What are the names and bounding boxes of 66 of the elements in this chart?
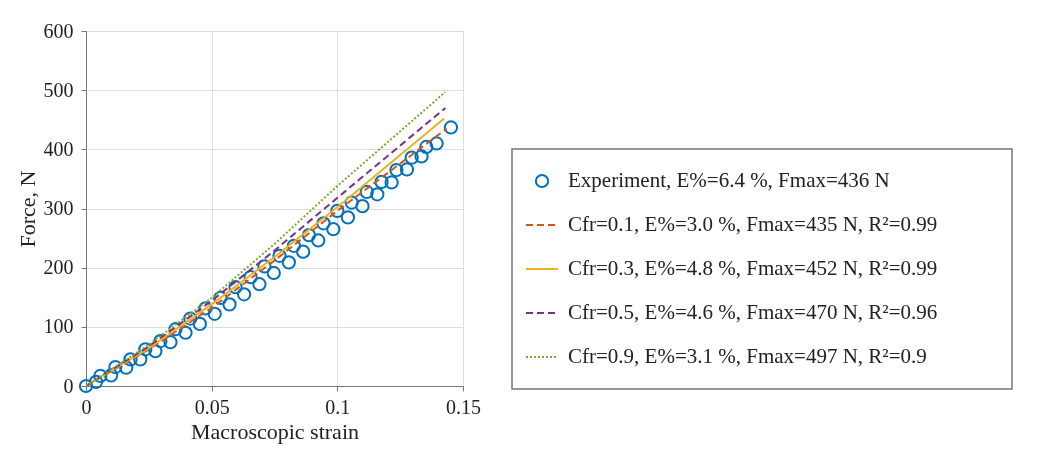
point (399, 162, 415, 177)
y-tick-label: 400 (43, 137, 74, 160)
y-tick-label: 100 (43, 315, 74, 338)
point (163, 335, 178, 350)
y-tick-label: 500 (43, 78, 74, 101)
point (138, 342, 153, 357)
y-tick-label: 600 (43, 19, 74, 42)
legend-label: Cfr=0.3, E%=4.8 %, Fmax=452 N, R²=0.99 (568, 256, 938, 280)
point (257, 259, 272, 274)
point (104, 368, 119, 383)
point (330, 203, 345, 218)
point (344, 195, 359, 210)
point (183, 311, 198, 326)
point (404, 150, 419, 165)
point (355, 199, 370, 214)
y-axis-title: Force, N (14, 170, 40, 248)
point (414, 149, 429, 164)
point (429, 136, 444, 151)
point (272, 248, 287, 263)
point (389, 162, 404, 178)
point (123, 352, 138, 367)
y-tick-label: 300 (43, 197, 74, 219)
point (286, 238, 301, 253)
x-tick-label: 0 (81, 395, 92, 418)
point (192, 316, 207, 331)
point (326, 222, 341, 237)
point (168, 322, 183, 337)
point (198, 301, 213, 316)
legend-label: Cfr=0.5, E%=4.6 %, Fmax=470 N, R²=0.96 (568, 300, 938, 324)
point (119, 360, 134, 375)
x-tick-label: 0.1 (325, 395, 351, 418)
point (296, 244, 311, 259)
point (301, 228, 317, 243)
point (340, 210, 356, 225)
point (359, 184, 374, 200)
point (370, 187, 385, 202)
point (93, 368, 108, 384)
y-tick-label: 200 (43, 256, 74, 279)
point (108, 359, 123, 375)
legend-label: Cfr=0.9, E%=3.1 %, Fmax=497 N, R²=0.9 (568, 344, 927, 368)
point (419, 139, 434, 155)
y-tick-label: 0 (63, 374, 74, 397)
point (252, 277, 267, 292)
point (222, 297, 237, 312)
legend-label: Experiment, E%=6.4 %, Fmax=436 N (568, 168, 890, 192)
point (266, 265, 281, 281)
point (207, 306, 222, 321)
point (243, 270, 258, 285)
point (311, 233, 326, 248)
point (374, 174, 389, 189)
point (316, 216, 331, 231)
point (153, 333, 168, 349)
point (384, 175, 399, 190)
x-tick-label: 0.15 (446, 395, 481, 418)
point (228, 280, 243, 295)
x-tick-label: 0.05 (194, 395, 230, 418)
point (148, 343, 163, 359)
point (213, 290, 228, 305)
point (178, 325, 193, 340)
point (236, 287, 252, 302)
point (443, 120, 459, 135)
point (88, 374, 104, 389)
legend-label: Cfr=0.1, E%=3.0 %, Fmax=435 N, R²=0.99 (568, 212, 938, 236)
point (78, 378, 94, 394)
x-axis-title: Macroscopic strain (191, 418, 359, 444)
point (281, 255, 296, 270)
